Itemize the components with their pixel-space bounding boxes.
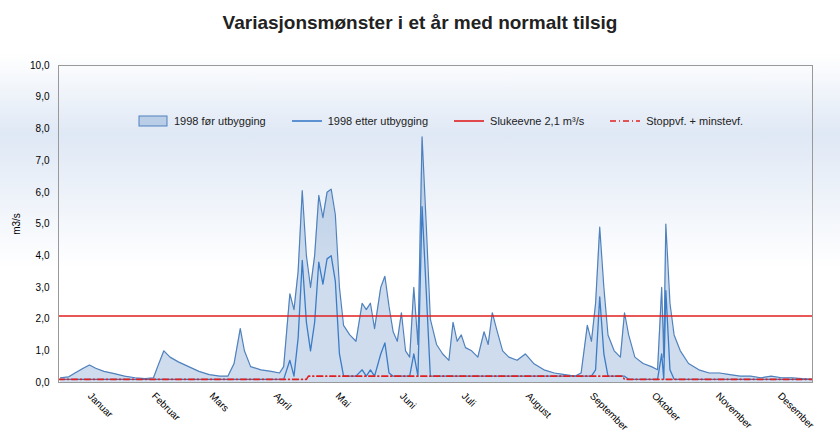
- svg-text:8,0: 8,0: [36, 123, 50, 134]
- html-text:1998 etter utbygging: 1998 etter utbygging: [327, 115, 428, 127]
- svg-text:Desember: Desember: [776, 390, 817, 431]
- svg-text:2,0: 2,0: [36, 313, 50, 324]
- svg-text:10,0: 10,0: [30, 60, 50, 71]
- svg-text:Mai: Mai: [334, 390, 353, 409]
- svg-text:0,0: 0,0: [36, 377, 50, 388]
- svg-text:Juni: Juni: [398, 390, 419, 411]
- svg-text:4,0: 4,0: [36, 250, 50, 261]
- svg-text:7,0: 7,0: [36, 155, 50, 166]
- svg-text:April: April: [272, 390, 294, 412]
- html-text:Stoppvf. + minstevf.: Stoppvf. + minstevf.: [646, 115, 744, 127]
- svg-text:Mars: Mars: [208, 390, 232, 414]
- svg-text:m3/s: m3/s: [11, 213, 22, 235]
- html-text:Variasjonsmønster i et år med: Variasjonsmønster i et år med normalt ti…: [222, 12, 618, 33]
- svg-text:September: September: [588, 390, 631, 433]
- svg-text:November: November: [714, 390, 755, 431]
- svg-text:Februar: Februar: [150, 390, 183, 423]
- svg-text:5,0: 5,0: [36, 218, 50, 229]
- svg-text:9,0: 9,0: [36, 91, 50, 102]
- svg-text:Januar: Januar: [86, 390, 116, 420]
- svg-text:Oktober: Oktober: [650, 390, 683, 423]
- svg-text:3,0: 3,0: [36, 282, 50, 293]
- svg-text:August: August: [524, 390, 554, 420]
- html-text:1998 før utbygging: 1998 før utbygging: [174, 115, 266, 127]
- svg-text:Juli: Juli: [460, 390, 478, 408]
- html-text:Slukeevne 2,1 m³/s: Slukeevne 2,1 m³/s: [490, 115, 585, 127]
- svg-text:6,0: 6,0: [36, 187, 50, 198]
- svg-text:1,0: 1,0: [36, 345, 50, 356]
